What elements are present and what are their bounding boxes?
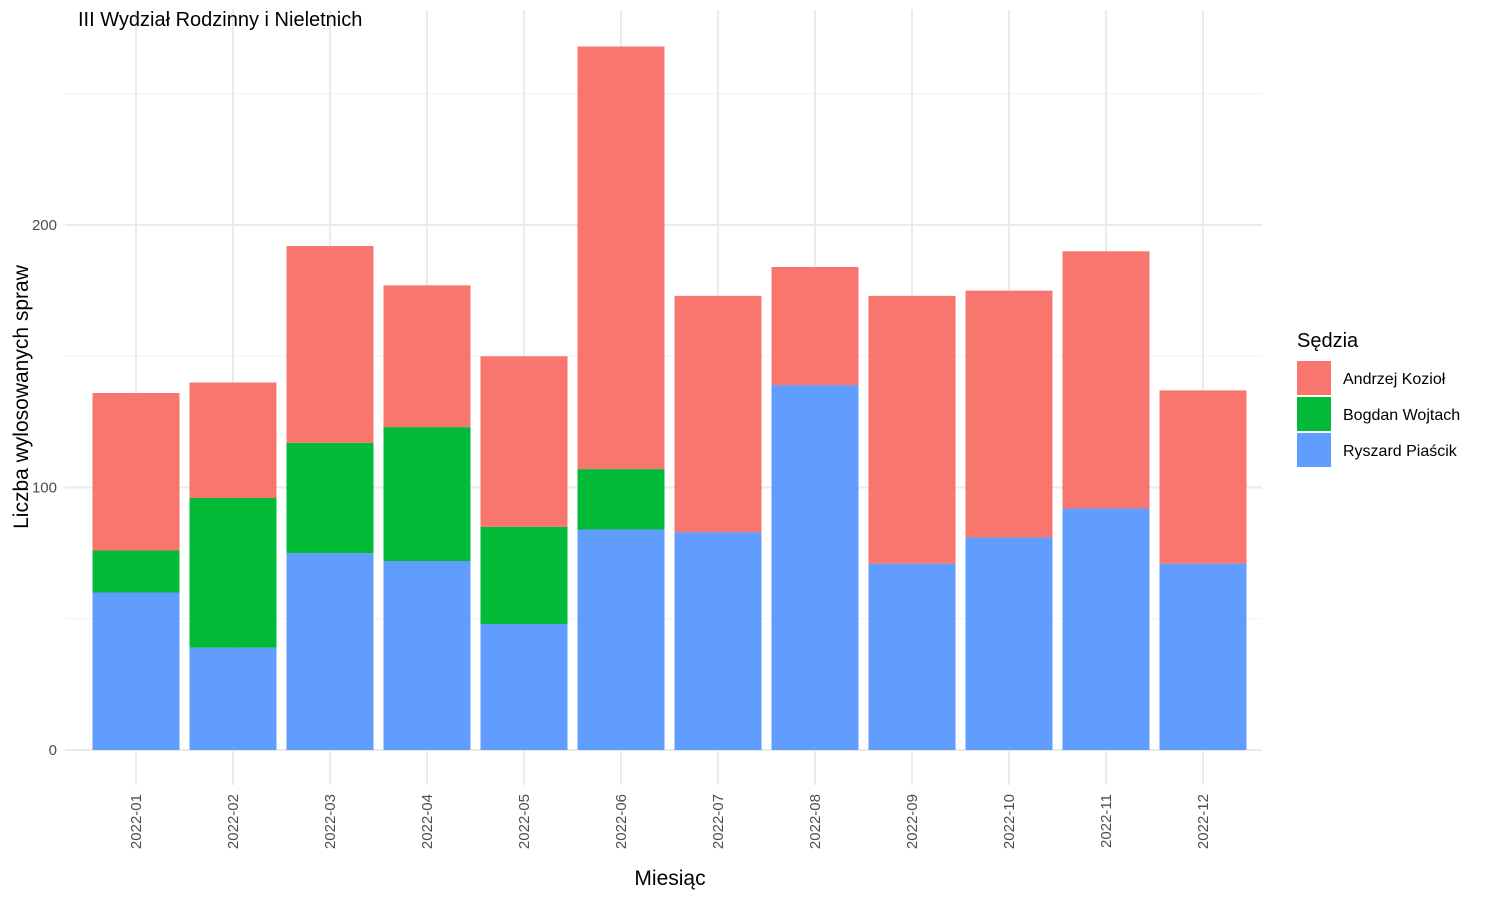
x-axis-ticks: 2022-01 2022-02 2022-03 2022-04 2022-05 2022-… bbox=[128, 794, 1212, 849]
bar-segment bbox=[1159, 563, 1247, 750]
bar-segment bbox=[577, 529, 665, 750]
bar-segment bbox=[189, 382, 277, 498]
bar-segment bbox=[383, 427, 471, 561]
bar-segment bbox=[771, 267, 859, 386]
bar-segment bbox=[868, 563, 956, 750]
x-tick-label: 2022-06 bbox=[613, 794, 630, 849]
legend-label: Bogdan Wojtach bbox=[1343, 407, 1460, 424]
legend-swatch bbox=[1297, 361, 1331, 395]
bar-segment bbox=[1062, 508, 1150, 750]
x-tick-label: 2022-04 bbox=[419, 794, 436, 849]
legend-swatch bbox=[1297, 433, 1331, 467]
x-tick-label: 2022-07 bbox=[710, 794, 727, 849]
legend-title: Sędzia bbox=[1297, 330, 1359, 352]
bar-segment bbox=[92, 550, 180, 593]
bar-segment bbox=[1159, 390, 1247, 564]
bars bbox=[92, 46, 1247, 750]
bar-segment bbox=[92, 592, 180, 750]
bar-segment bbox=[286, 553, 374, 750]
x-tick-label: 2022-08 bbox=[807, 794, 824, 849]
legend-label: Ryszard Piaścik bbox=[1343, 443, 1458, 460]
bar-segment bbox=[480, 624, 568, 750]
bar-segment bbox=[674, 532, 762, 750]
bar-segment bbox=[577, 46, 665, 470]
y-axis-ticks: 0 100 200 bbox=[32, 217, 57, 759]
bar-segment bbox=[383, 561, 471, 750]
y-tick-label: 100 bbox=[32, 480, 57, 497]
x-tick-label: 2022-09 bbox=[904, 794, 921, 849]
legend: Sędzia Andrzej Kozioł Bogdan Wojtach Rysza… bbox=[1297, 330, 1460, 467]
bar-segment bbox=[868, 295, 956, 564]
bar-segment bbox=[480, 526, 568, 624]
x-tick-label: 2022-03 bbox=[322, 794, 339, 849]
legend-items: Andrzej Kozioł Bogdan Wojtach Ryszard Piaś… bbox=[1297, 361, 1460, 467]
bar-segment bbox=[286, 246, 374, 443]
bar-segment bbox=[965, 290, 1053, 538]
bar-segment bbox=[286, 442, 374, 554]
y-tick-label: 0 bbox=[49, 742, 57, 759]
bar-segment bbox=[1062, 251, 1150, 509]
x-tick-label: 2022-10 bbox=[1001, 794, 1018, 849]
x-tick-label: 2022-12 bbox=[1195, 794, 1212, 849]
bar-segment bbox=[189, 647, 277, 750]
bar-segment bbox=[92, 393, 180, 551]
x-tick-label: 2022-05 bbox=[516, 794, 533, 849]
bar-segment bbox=[480, 356, 568, 527]
bar-segment bbox=[771, 385, 859, 750]
chart-title: III Wydział Rodzinny i Nieletnich bbox=[78, 9, 362, 31]
x-axis-title: Miesiąc bbox=[634, 867, 705, 890]
bar-segment bbox=[674, 295, 762, 533]
legend-label: Andrzej Kozioł bbox=[1343, 371, 1446, 388]
legend-swatch bbox=[1297, 397, 1331, 431]
bar-segment bbox=[383, 285, 471, 428]
x-tick-label: 2022-02 bbox=[225, 794, 242, 849]
y-axis-title: Liczba wylosowanych spraw bbox=[10, 264, 33, 529]
bar-segment bbox=[189, 498, 277, 648]
y-tick-label: 200 bbox=[32, 217, 57, 234]
x-tick-label: 2022-11 bbox=[1098, 794, 1115, 848]
x-tick-label: 2022-01 bbox=[128, 794, 145, 849]
bar-segment bbox=[577, 469, 665, 530]
bar-segment bbox=[965, 537, 1053, 750]
